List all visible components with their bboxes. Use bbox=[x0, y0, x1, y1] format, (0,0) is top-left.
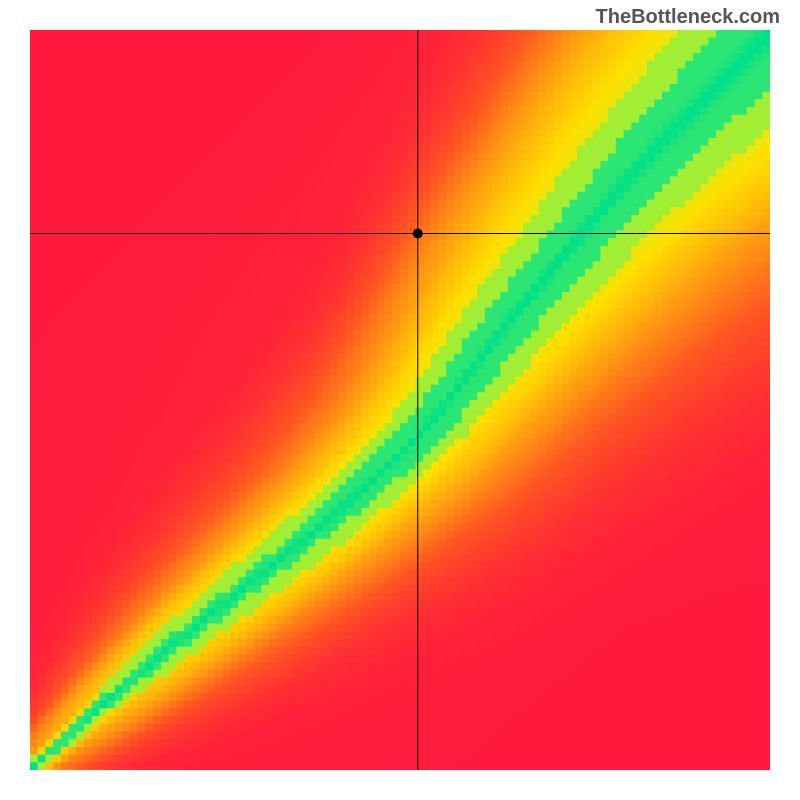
heatmap-plot bbox=[30, 30, 770, 770]
attribution-text: TheBottleneck.com bbox=[596, 6, 780, 29]
heatmap-svg bbox=[30, 30, 770, 770]
chart-container: TheBottleneck.com bbox=[0, 0, 800, 800]
